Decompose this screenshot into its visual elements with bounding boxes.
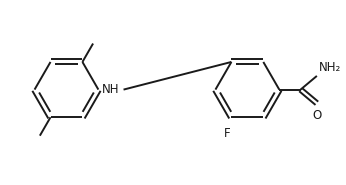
Text: O: O bbox=[312, 109, 321, 122]
Text: NH₂: NH₂ bbox=[319, 61, 341, 74]
Text: F: F bbox=[224, 127, 231, 140]
Text: NH: NH bbox=[102, 83, 120, 96]
